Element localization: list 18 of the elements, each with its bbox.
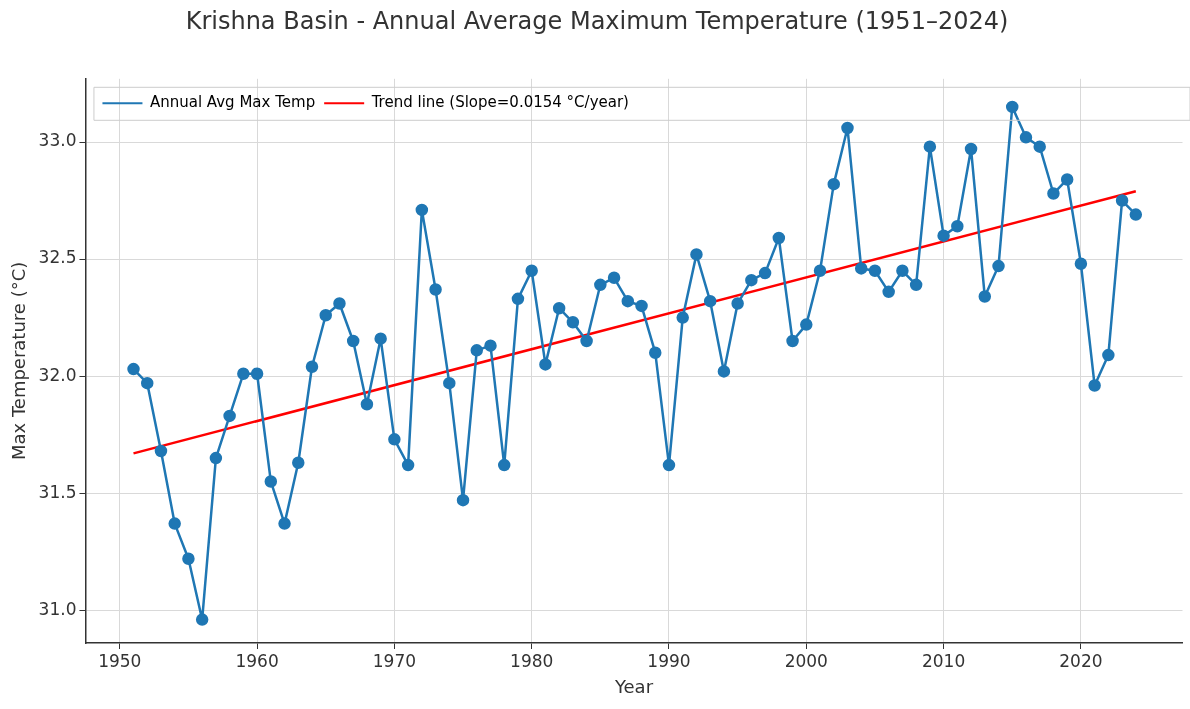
chart-title: Krishna Basin - Annual Average Maximum Temperature (1951–2024)	[185, 6, 1009, 35]
y-axis-title: Max Temperature (°C)	[8, 261, 30, 461]
legend-label: Trend line (Slope=0.0154 °C/year)	[370, 93, 629, 112]
y-tick-label: 32.0	[38, 364, 77, 385]
y-tick-label: 33.0	[38, 130, 77, 151]
x-tick-label: 1970	[372, 650, 417, 671]
x-tick-label: 1950	[98, 650, 142, 671]
x-tick-label: 2020	[1059, 650, 1103, 671]
x-tick-label: 1960	[235, 650, 279, 671]
x-tick-label: 1980	[510, 650, 554, 671]
x-axis-title: Year	[613, 675, 654, 697]
y-tick-label: 32.5	[38, 247, 77, 268]
x-tick-label: 2000	[784, 650, 828, 671]
x-tick-label: 1990	[647, 650, 691, 671]
y-tick-label: 31.5	[38, 481, 77, 502]
x-tick-label: 2010	[921, 650, 966, 671]
legend-label: Annual Avg Max Temp	[149, 93, 316, 112]
y-tick-label: 31.0	[38, 598, 77, 619]
